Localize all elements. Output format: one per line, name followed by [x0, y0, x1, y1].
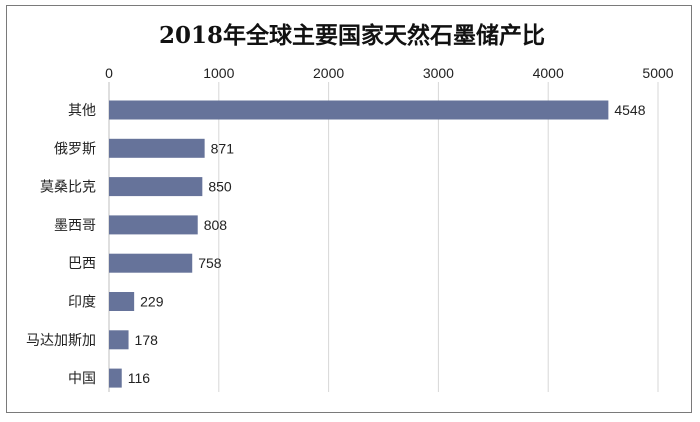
bar	[109, 330, 129, 350]
bar	[109, 177, 203, 197]
bar	[109, 253, 193, 273]
data-label: 850	[208, 179, 232, 195]
category-label: 墨西哥	[54, 218, 96, 234]
data-label: 871	[211, 140, 235, 156]
x-tick-label: 2000	[313, 65, 344, 81]
bar	[109, 368, 122, 388]
data-label: 4548	[614, 102, 645, 118]
category-label: 印度	[68, 295, 96, 311]
category-label: 巴西	[68, 256, 96, 272]
bars	[109, 100, 609, 388]
category-label: 俄罗斯	[54, 141, 96, 157]
category-label: 中国	[68, 371, 96, 387]
x-tick-label: 3000	[423, 65, 454, 81]
data-label: 116	[128, 370, 151, 386]
bar	[109, 215, 198, 235]
bar	[109, 100, 609, 120]
chart-title: 2018年全球主要国家天然石墨储产比	[159, 22, 545, 49]
x-tick-label: 5000	[642, 65, 673, 81]
x-tick-label: 4000	[533, 65, 564, 81]
category-label: 马达加斯加	[26, 333, 96, 349]
bar	[109, 292, 135, 311]
x-axis-ticks: 0 1000 2000 3000 4000 5000	[105, 65, 674, 81]
data-label: 758	[198, 255, 222, 271]
data-label: 808	[204, 217, 228, 233]
data-label: 229	[140, 294, 164, 310]
x-tick-label: 0	[105, 65, 113, 81]
bar	[109, 138, 205, 158]
category-label: 莫桑比克	[40, 180, 96, 196]
data-label: 178	[135, 332, 159, 348]
data-labels: 4548 871 850 808 758 229 178 116	[128, 102, 646, 386]
gridlines	[108, 82, 659, 392]
x-tick-label: 1000	[203, 65, 234, 81]
category-label: 其他	[68, 103, 96, 119]
